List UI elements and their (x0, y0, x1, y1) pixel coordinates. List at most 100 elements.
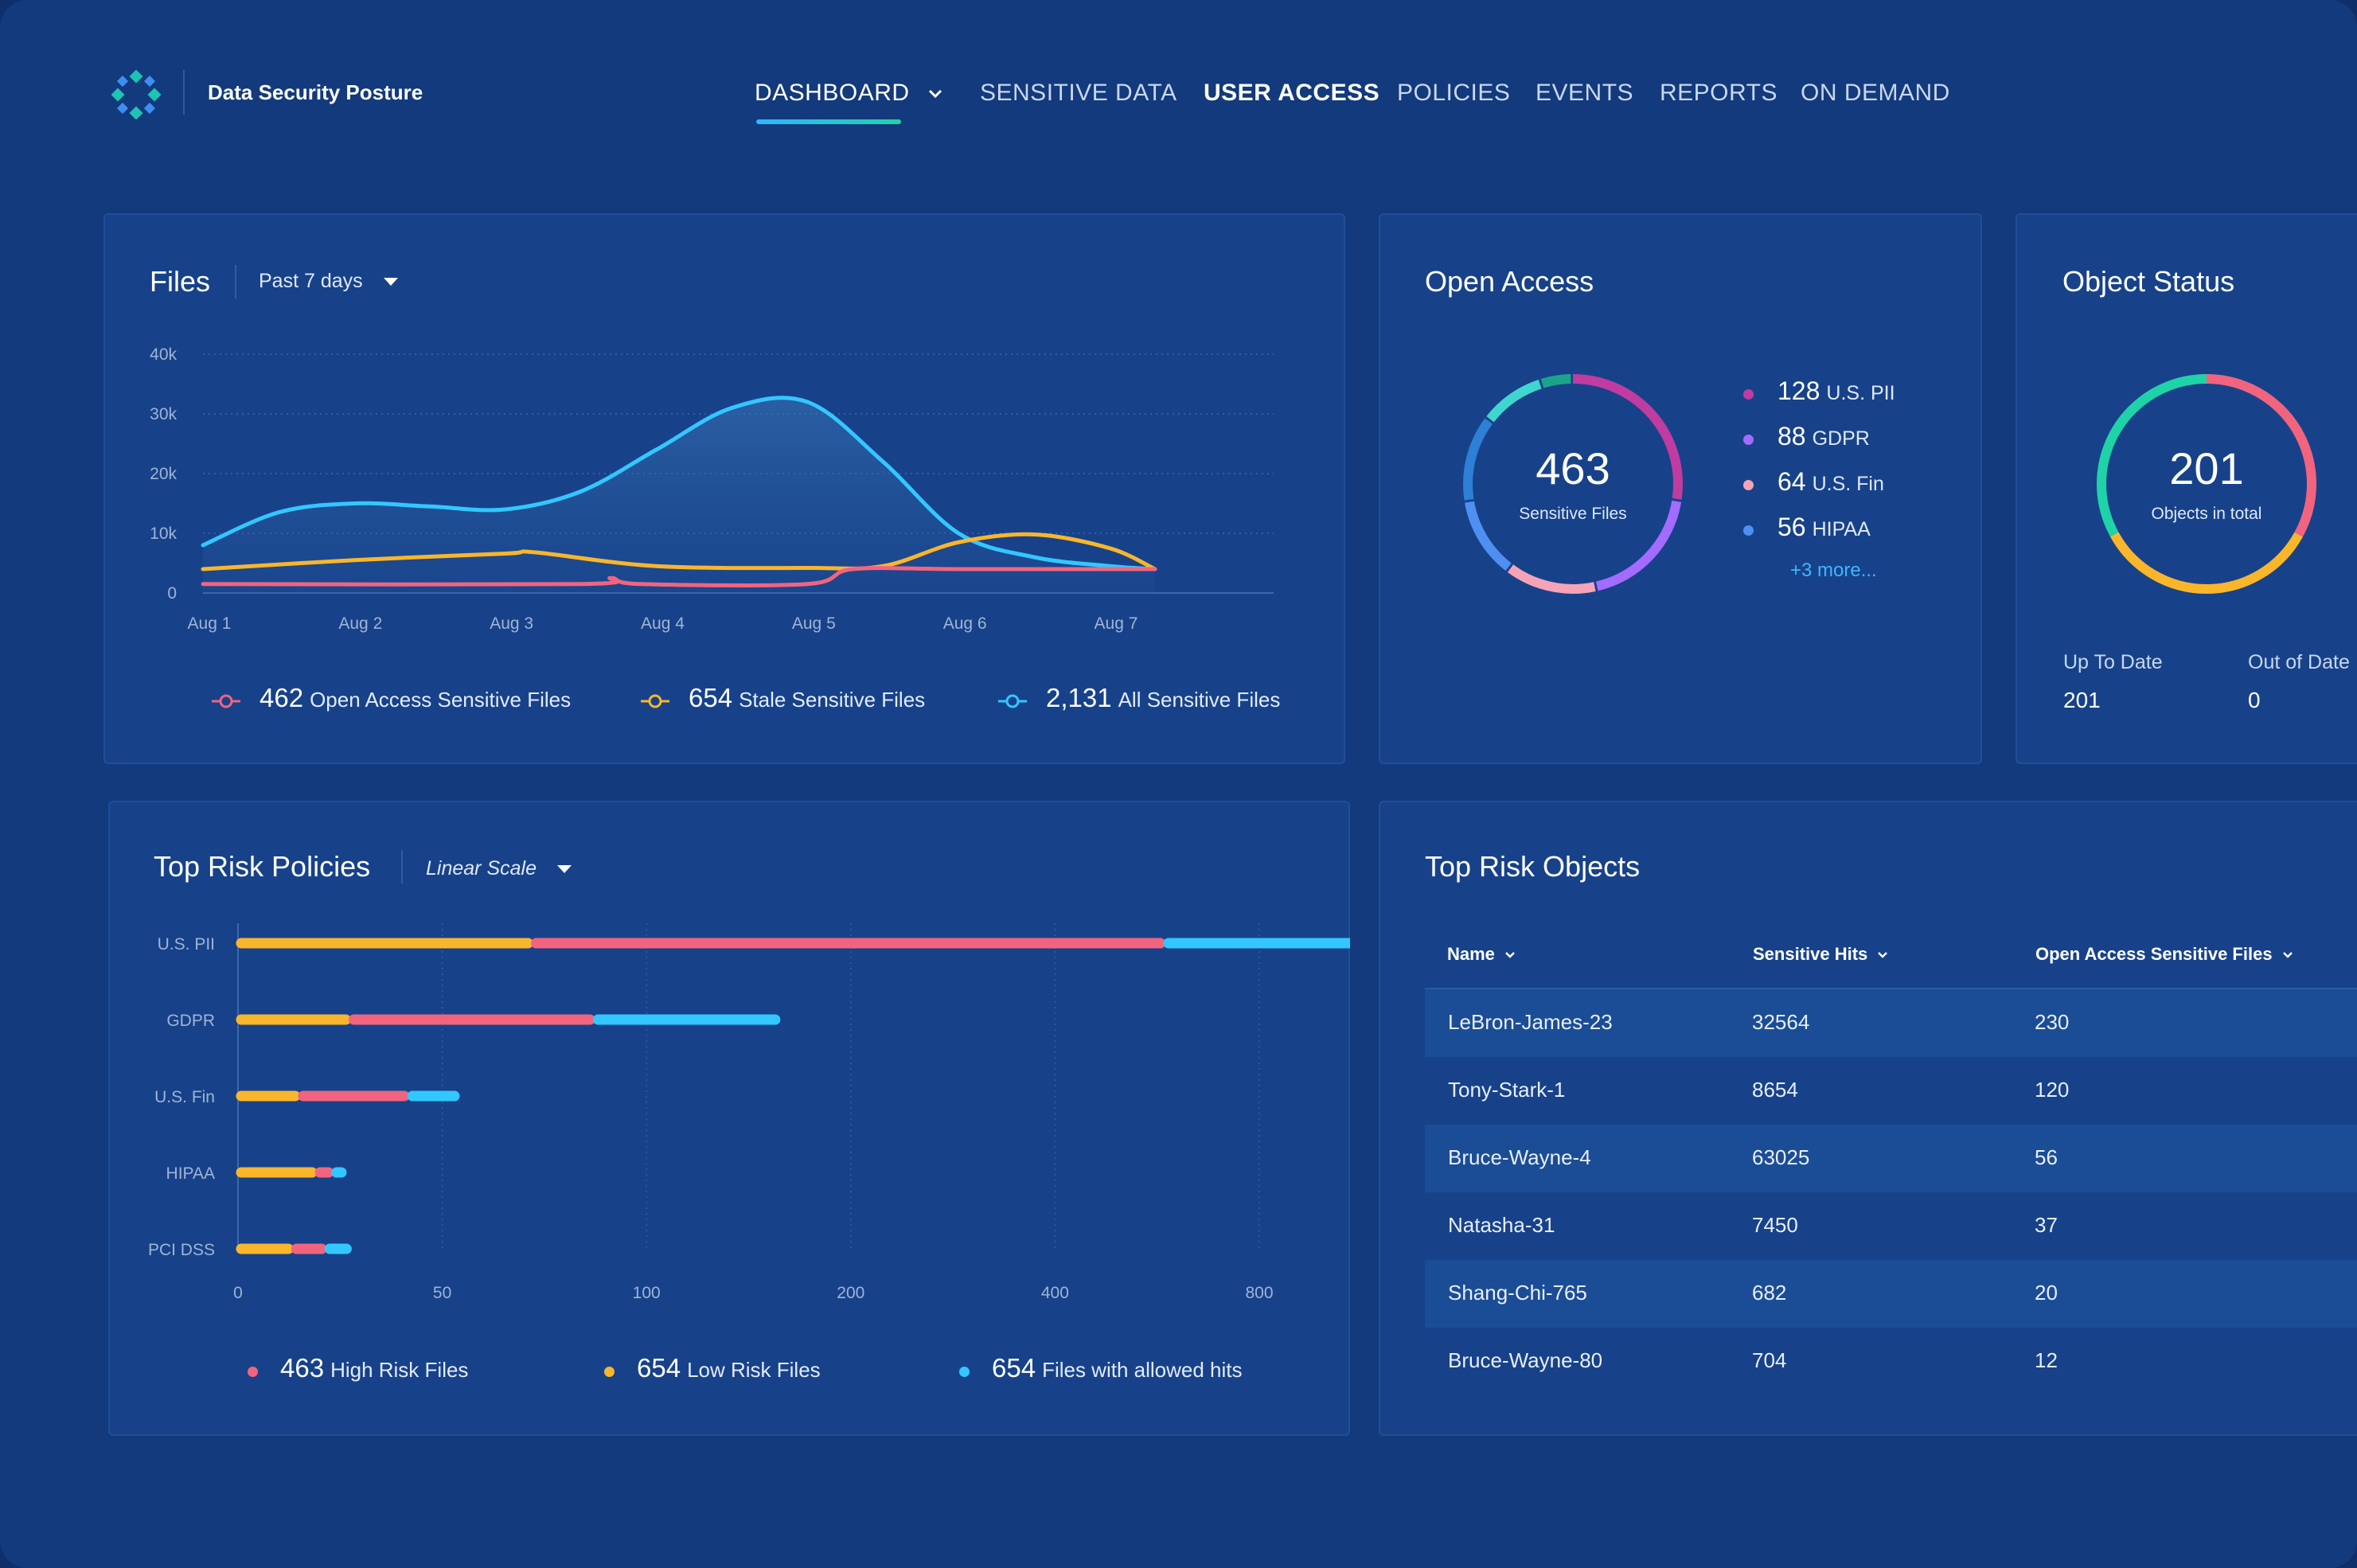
object-status-panel (2016, 213, 2357, 764)
nav-events[interactable]: EVENTS (1536, 80, 1634, 106)
top-risk-objects-title: Top Risk Objects (1425, 850, 1641, 883)
legend-allowed-hits-value: 654 (992, 1353, 1036, 1383)
open-access-more-link[interactable]: +3 more... (1790, 560, 1877, 581)
x-tick-label: 50 (433, 1284, 451, 1302)
column-header-open-access[interactable]: Open Access Sensitive Files (2035, 944, 2293, 965)
cell-sensitive-hits: 63025 (1752, 1145, 1810, 1169)
x-tick-label: 400 (1041, 1284, 1069, 1302)
column-header-label: Open Access Sensitive Files (2035, 944, 2273, 964)
files-line-chart: 40k 30k 20k 10k 0 Aug 1 Aug 2 Aug 3 Aug 4 Aug 5 A… (150, 345, 1274, 633)
oa-item-label: U.S. PII (1826, 382, 1895, 404)
out-of-date-label: Out of Date (2248, 651, 2350, 673)
table-row[interactable]: Bruce-Wayne-4 63025 56 (1425, 1125, 2357, 1192)
legend-all-value: 2,131 (1046, 683, 1112, 712)
chevron-down-icon (929, 90, 942, 99)
category-label: HIPAA (166, 1164, 215, 1183)
table-row[interactable]: Shang-Chi-765 682 20 (1425, 1260, 2357, 1328)
y-tick-label: 20k (150, 465, 177, 483)
table-row[interactable]: Natasha-31 7450 37 (1425, 1192, 2357, 1260)
table-row[interactable]: LeBron-James-23 32564 230 (1425, 989, 2357, 1057)
nav-reports[interactable]: REPORTS (1660, 80, 1778, 106)
category-label: PCI DSS (148, 1241, 215, 1259)
legend-dot-icon (248, 1366, 258, 1377)
x-tick-label: Aug 2 (338, 614, 382, 633)
series-area (203, 397, 1155, 593)
legend-line-marker-icon (212, 694, 240, 708)
series-line (201, 566, 1157, 587)
cell-sensitive-hits: 7450 (1752, 1213, 1798, 1237)
series-line (201, 396, 1157, 571)
legend-all-label: All Sensitive Files (1118, 688, 1281, 712)
donut-segment[interactable] (1463, 374, 1683, 594)
object-status-caption: Objects in total (2151, 505, 2262, 523)
legend-dot-icon (1743, 434, 1754, 445)
legend-line-marker-icon (998, 694, 1027, 708)
donut-segment[interactable] (2097, 374, 2316, 594)
up-to-date-value: 201 (2063, 688, 2101, 712)
table-row[interactable]: Tony-Stark-1 8654 120 (1425, 1057, 2357, 1125)
top-risk-objects-panel (1379, 801, 2357, 1436)
column-header-sensitive-hits[interactable]: Sensitive Hits (1753, 944, 1888, 965)
open-access-donut (1463, 374, 1683, 594)
cell-open-access: 20 (2035, 1281, 2058, 1305)
open-access-item-gdpr: 88 GDPR (1743, 422, 1870, 451)
nav-user-access[interactable]: USER ACCESS (1204, 80, 1380, 106)
caret-down-icon (383, 278, 398, 287)
cell-sensitive-hits: 704 (1752, 1348, 1787, 1372)
cell-open-access: 12 (2035, 1348, 2058, 1372)
caret-down-icon (556, 865, 572, 874)
files-range-label: Past 7 days (259, 270, 363, 292)
legend-open-access-value: 462 (260, 683, 304, 712)
cell-sensitive-hits: 682 (1752, 1281, 1787, 1305)
y-tick-label: 10k (150, 525, 177, 543)
table-row[interactable]: Bruce-Wayne-80 704 12 (1425, 1328, 2357, 1395)
files-range-dropdown[interactable]: Past 7 days (259, 270, 398, 293)
legend-open-access-files: 462 Open Access Sensitive Files (212, 683, 571, 713)
donut-segment[interactable] (1463, 374, 1683, 594)
object-status-title: Object Status (2062, 265, 2235, 298)
cell-name: Natasha-31 (1448, 1213, 1555, 1237)
legend-allowed-hits-label: Files with allowed hits (1042, 1358, 1243, 1382)
donut-segment[interactable] (1463, 374, 1683, 594)
x-tick-label: 800 (1245, 1284, 1273, 1302)
nav-on-demand[interactable]: ON DEMAND (1801, 80, 1950, 106)
x-tick-label: 100 (633, 1284, 661, 1302)
legend-high-risk-value: 463 (280, 1353, 325, 1383)
sort-chevron-icon (1878, 952, 1888, 958)
nav-policies[interactable]: POLICIES (1397, 80, 1511, 106)
nav-dashboard[interactable]: DASHBOARD (755, 80, 943, 107)
oa-item-value: 88 (1778, 422, 1806, 451)
legend-line-marker-icon (641, 694, 669, 708)
policies-title-divider (401, 850, 403, 883)
scale-dropdown[interactable]: Linear Scale (426, 857, 572, 880)
object-status-donut (2097, 374, 2316, 594)
column-header-name[interactable]: Name (1447, 944, 1516, 965)
out-of-date-value: 0 (2248, 688, 2261, 712)
cell-name: Shang-Chi-765 (1448, 1281, 1587, 1305)
donut-segment[interactable] (2097, 374, 2316, 594)
oa-item-label: U.S. Fin (1812, 473, 1884, 495)
y-tick-label: 40k (150, 345, 177, 364)
nav-sensitive-data[interactable]: SENSITIVE DATA (980, 80, 1177, 106)
open-access-item-us-fin: 64 U.S. Fin (1743, 467, 1884, 497)
x-tick-label: Aug 7 (1095, 614, 1138, 633)
category-label: U.S. PII (158, 935, 215, 954)
oa-item-label: GDPR (1812, 427, 1870, 450)
legend-allowed-hits: 654 Files with allowed hits (959, 1353, 1243, 1383)
open-access-item-us-pii: 128 U.S. PII (1743, 376, 1895, 406)
cell-open-access: 37 (2035, 1213, 2058, 1237)
oa-item-label: HIPAA (1812, 518, 1871, 540)
x-tick-label: Aug 5 (792, 614, 836, 633)
up-to-date-label: Up To Date (2063, 651, 2163, 673)
cell-name: Bruce-Wayne-4 (1448, 1145, 1591, 1169)
legend-dot-icon (1743, 525, 1754, 536)
brand-title: Data Security Posture (208, 80, 423, 104)
legend-dot-icon (604, 1366, 615, 1377)
legend-dot-icon (1743, 479, 1754, 490)
sort-chevron-icon (2282, 952, 2293, 958)
cell-name: LeBron-James-23 (1448, 1010, 1613, 1034)
open-access-total: 463 (1536, 443, 1610, 493)
files-title: Files (150, 265, 211, 298)
object-status-total: 201 (2169, 443, 2244, 493)
